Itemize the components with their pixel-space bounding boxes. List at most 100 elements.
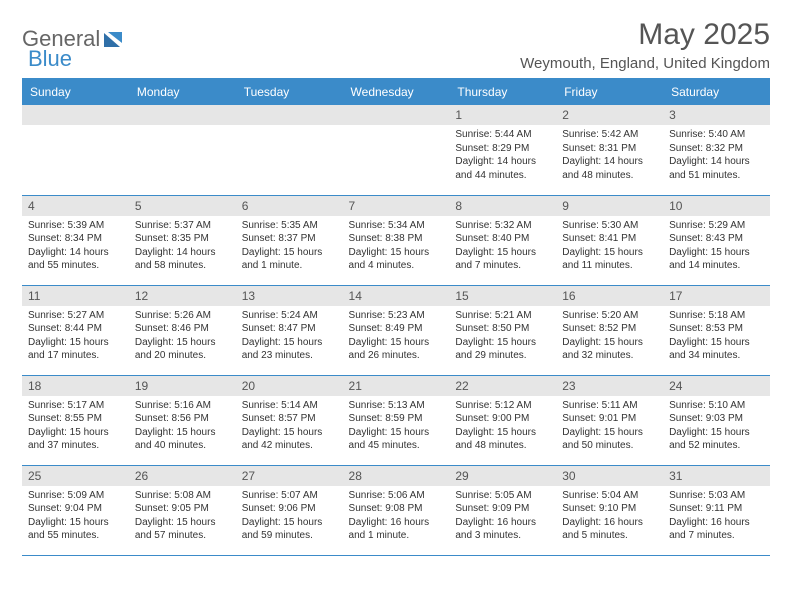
day-number: 27 [236, 466, 343, 486]
calendar-day-cell [236, 105, 343, 195]
day-number: 4 [22, 196, 129, 216]
calendar-day-cell: 7Sunrise: 5:34 AMSunset: 8:38 PMDaylight… [343, 195, 450, 285]
day-number: 31 [663, 466, 770, 486]
calendar-week-row: 25Sunrise: 5:09 AMSunset: 9:04 PMDayligh… [22, 465, 770, 555]
day-details: Sunrise: 5:30 AMSunset: 8:41 PMDaylight:… [556, 216, 663, 277]
day-number [129, 105, 236, 125]
calendar-day-cell: 14Sunrise: 5:23 AMSunset: 8:49 PMDayligh… [343, 285, 450, 375]
day-number [236, 105, 343, 125]
calendar-week-row: 11Sunrise: 5:27 AMSunset: 8:44 PMDayligh… [22, 285, 770, 375]
calendar-day-cell: 27Sunrise: 5:07 AMSunset: 9:06 PMDayligh… [236, 465, 343, 555]
day-details: Sunrise: 5:26 AMSunset: 8:46 PMDaylight:… [129, 306, 236, 367]
day-details: Sunrise: 5:11 AMSunset: 9:01 PMDaylight:… [556, 396, 663, 457]
calendar-page: General May 2025 Weymouth, England, Unit… [0, 0, 792, 574]
day-number: 22 [449, 376, 556, 396]
calendar-day-cell: 11Sunrise: 5:27 AMSunset: 8:44 PMDayligh… [22, 285, 129, 375]
day-details: Sunrise: 5:44 AMSunset: 8:29 PMDaylight:… [449, 125, 556, 186]
day-details: Sunrise: 5:32 AMSunset: 8:40 PMDaylight:… [449, 216, 556, 277]
day-details: Sunrise: 5:16 AMSunset: 8:56 PMDaylight:… [129, 396, 236, 457]
weekday-header: Tuesday [236, 79, 343, 106]
day-details: Sunrise: 5:42 AMSunset: 8:31 PMDaylight:… [556, 125, 663, 186]
calendar-day-cell: 15Sunrise: 5:21 AMSunset: 8:50 PMDayligh… [449, 285, 556, 375]
calendar-day-cell: 5Sunrise: 5:37 AMSunset: 8:35 PMDaylight… [129, 195, 236, 285]
day-number: 13 [236, 286, 343, 306]
location: Weymouth, England, United Kingdom [520, 55, 770, 72]
brand-part2: Blue [28, 46, 72, 72]
day-details: Sunrise: 5:03 AMSunset: 9:11 PMDaylight:… [663, 486, 770, 547]
day-details: Sunrise: 5:39 AMSunset: 8:34 PMDaylight:… [22, 216, 129, 277]
day-number: 6 [236, 196, 343, 216]
day-number: 11 [22, 286, 129, 306]
month-title: May 2025 [520, 18, 770, 51]
calendar-day-cell [129, 105, 236, 195]
day-number: 18 [22, 376, 129, 396]
day-details: Sunrise: 5:23 AMSunset: 8:49 PMDaylight:… [343, 306, 450, 367]
day-number: 25 [22, 466, 129, 486]
calendar-day-cell: 26Sunrise: 5:08 AMSunset: 9:05 PMDayligh… [129, 465, 236, 555]
day-number: 14 [343, 286, 450, 306]
calendar-day-cell: 6Sunrise: 5:35 AMSunset: 8:37 PMDaylight… [236, 195, 343, 285]
title-block: May 2025 Weymouth, England, United Kingd… [520, 18, 770, 72]
calendar-day-cell: 30Sunrise: 5:04 AMSunset: 9:10 PMDayligh… [556, 465, 663, 555]
day-details: Sunrise: 5:06 AMSunset: 9:08 PMDaylight:… [343, 486, 450, 547]
calendar-day-cell: 22Sunrise: 5:12 AMSunset: 9:00 PMDayligh… [449, 375, 556, 465]
day-details: Sunrise: 5:20 AMSunset: 8:52 PMDaylight:… [556, 306, 663, 367]
calendar-day-cell: 24Sunrise: 5:10 AMSunset: 9:03 PMDayligh… [663, 375, 770, 465]
day-number: 1 [449, 105, 556, 125]
calendar-day-cell: 28Sunrise: 5:06 AMSunset: 9:08 PMDayligh… [343, 465, 450, 555]
calendar-week-row: 1Sunrise: 5:44 AMSunset: 8:29 PMDaylight… [22, 105, 770, 195]
day-number: 19 [129, 376, 236, 396]
day-number: 7 [343, 196, 450, 216]
day-number: 5 [129, 196, 236, 216]
calendar-day-cell: 8Sunrise: 5:32 AMSunset: 8:40 PMDaylight… [449, 195, 556, 285]
calendar-body: 1Sunrise: 5:44 AMSunset: 8:29 PMDaylight… [22, 105, 770, 555]
day-number: 3 [663, 105, 770, 125]
calendar-day-cell: 29Sunrise: 5:05 AMSunset: 9:09 PMDayligh… [449, 465, 556, 555]
calendar-day-cell: 23Sunrise: 5:11 AMSunset: 9:01 PMDayligh… [556, 375, 663, 465]
calendar-day-cell: 2Sunrise: 5:42 AMSunset: 8:31 PMDaylight… [556, 105, 663, 195]
calendar-day-cell: 18Sunrise: 5:17 AMSunset: 8:55 PMDayligh… [22, 375, 129, 465]
day-number: 28 [343, 466, 450, 486]
day-details: Sunrise: 5:29 AMSunset: 8:43 PMDaylight:… [663, 216, 770, 277]
calendar-day-cell: 21Sunrise: 5:13 AMSunset: 8:59 PMDayligh… [343, 375, 450, 465]
calendar-day-cell: 9Sunrise: 5:30 AMSunset: 8:41 PMDaylight… [556, 195, 663, 285]
calendar-day-cell: 31Sunrise: 5:03 AMSunset: 9:11 PMDayligh… [663, 465, 770, 555]
day-number: 12 [129, 286, 236, 306]
calendar-day-cell: 16Sunrise: 5:20 AMSunset: 8:52 PMDayligh… [556, 285, 663, 375]
day-details: Sunrise: 5:08 AMSunset: 9:05 PMDaylight:… [129, 486, 236, 547]
calendar-day-cell [22, 105, 129, 195]
calendar-day-cell: 19Sunrise: 5:16 AMSunset: 8:56 PMDayligh… [129, 375, 236, 465]
header: General May 2025 Weymouth, England, Unit… [22, 18, 770, 72]
day-number: 2 [556, 105, 663, 125]
day-details: Sunrise: 5:18 AMSunset: 8:53 PMDaylight:… [663, 306, 770, 367]
day-number [22, 105, 129, 125]
day-number: 23 [556, 376, 663, 396]
calendar-week-row: 18Sunrise: 5:17 AMSunset: 8:55 PMDayligh… [22, 375, 770, 465]
weekday-header: Thursday [449, 79, 556, 106]
day-details: Sunrise: 5:09 AMSunset: 9:04 PMDaylight:… [22, 486, 129, 547]
day-details: Sunrise: 5:24 AMSunset: 8:47 PMDaylight:… [236, 306, 343, 367]
day-details: Sunrise: 5:13 AMSunset: 8:59 PMDaylight:… [343, 396, 450, 457]
calendar-header-row: SundayMondayTuesdayWednesdayThursdayFrid… [22, 79, 770, 106]
calendar-day-cell: 4Sunrise: 5:39 AMSunset: 8:34 PMDaylight… [22, 195, 129, 285]
weekday-header: Saturday [663, 79, 770, 106]
day-number: 20 [236, 376, 343, 396]
day-number: 30 [556, 466, 663, 486]
calendar-day-cell [343, 105, 450, 195]
day-number: 9 [556, 196, 663, 216]
day-details: Sunrise: 5:34 AMSunset: 8:38 PMDaylight:… [343, 216, 450, 277]
day-number [343, 105, 450, 125]
weekday-header: Sunday [22, 79, 129, 106]
day-number: 10 [663, 196, 770, 216]
day-details: Sunrise: 5:17 AMSunset: 8:55 PMDaylight:… [22, 396, 129, 457]
calendar-day-cell: 12Sunrise: 5:26 AMSunset: 8:46 PMDayligh… [129, 285, 236, 375]
day-details: Sunrise: 5:14 AMSunset: 8:57 PMDaylight:… [236, 396, 343, 457]
day-details: Sunrise: 5:07 AMSunset: 9:06 PMDaylight:… [236, 486, 343, 547]
calendar-week-row: 4Sunrise: 5:39 AMSunset: 8:34 PMDaylight… [22, 195, 770, 285]
calendar-day-cell: 13Sunrise: 5:24 AMSunset: 8:47 PMDayligh… [236, 285, 343, 375]
weekday-header: Monday [129, 79, 236, 106]
day-number: 16 [556, 286, 663, 306]
day-number: 15 [449, 286, 556, 306]
day-number: 29 [449, 466, 556, 486]
logo-flag-icon [104, 31, 126, 47]
